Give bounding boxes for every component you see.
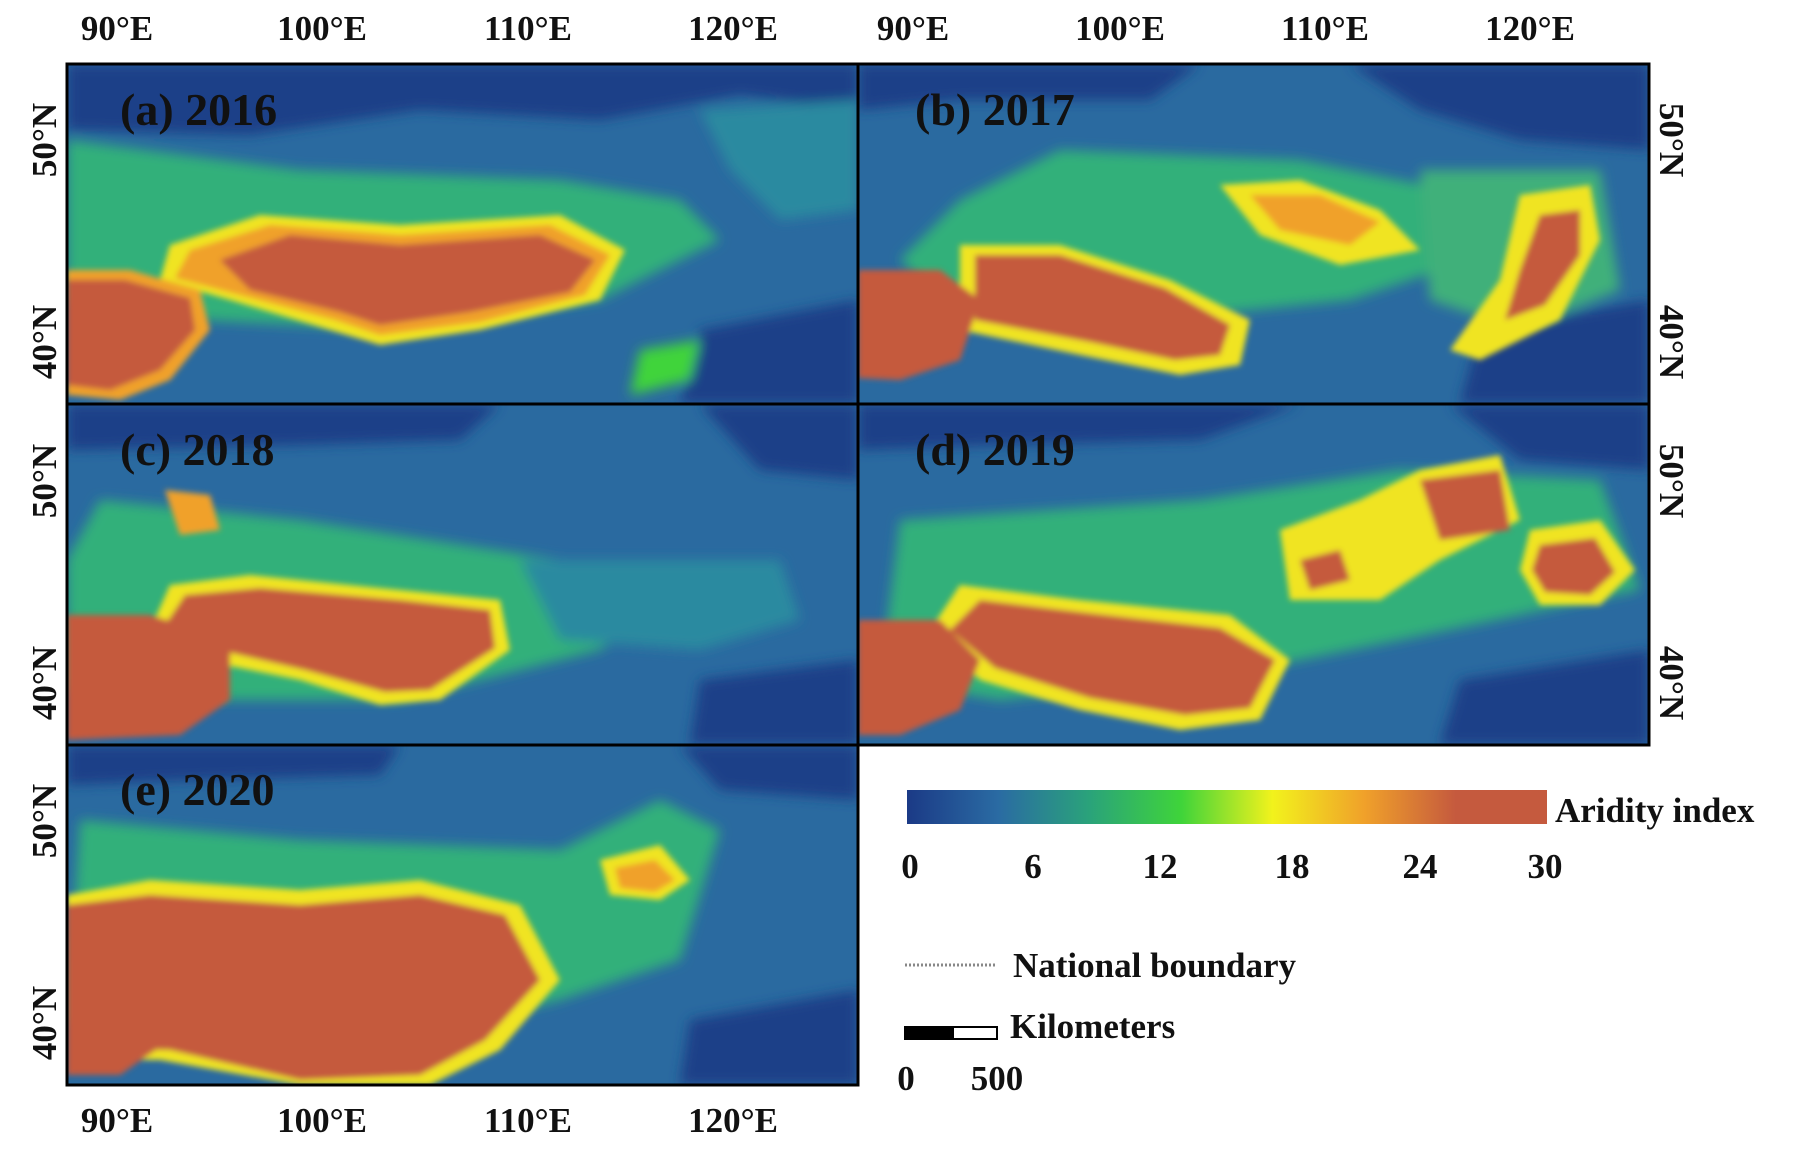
panel-c-title: (c) 2018: [120, 424, 275, 475]
colorbar-tick-6: 6: [1024, 847, 1042, 886]
lon-label-bottom-100: 100°E: [277, 1101, 367, 1140]
panel-d: (d) 2019: [856, 402, 1651, 747]
lat-label-right-b-50: 50°N: [1652, 103, 1691, 177]
panel-a-title: (a) 2016: [120, 84, 277, 135]
lat-labels-right: 50°N 40°N 50°N 40°N: [1652, 103, 1691, 720]
panel-c-raster: [67, 404, 858, 745]
lon-label-top-a-120: 120°E: [688, 9, 778, 48]
lon-label-top-b-90: 90°E: [877, 9, 949, 48]
panel-a-raster: [67, 64, 858, 404]
lon-label-top-a-90: 90°E: [81, 9, 153, 48]
colorbar: Aridity index 0 6 12 18 24 30: [901, 790, 1755, 886]
scale-bar-white-segment: [952, 1026, 998, 1040]
lon-label-bottom-90: 90°E: [81, 1101, 153, 1140]
colorbar-tick-18: 18: [1275, 847, 1310, 886]
panel-c: (c) 2018: [65, 402, 860, 747]
lat-label-left-a-40: 40°N: [25, 305, 64, 379]
scale-bar-tick-500: 500: [971, 1059, 1024, 1098]
boundary-legend: National boundary: [905, 946, 1296, 985]
panel-d-raster: [858, 404, 1649, 745]
panel-b-title: (b) 2017: [915, 84, 1075, 135]
colorbar-bar: [907, 790, 1547, 824]
lat-label-right-b-40: 40°N: [1652, 305, 1691, 379]
lon-label-top-b-100: 100°E: [1075, 9, 1165, 48]
colorbar-tick-12: 12: [1143, 847, 1178, 886]
lat-label-left-e-40: 40°N: [25, 986, 64, 1060]
scale-bar-tick-0: 0: [897, 1059, 915, 1098]
lat-label-left-c-40: 40°N: [25, 646, 64, 720]
colorbar-tick-0: 0: [901, 847, 919, 886]
panel-d-frame: [856, 402, 1651, 747]
panel-b: (b) 2017: [856, 62, 1651, 406]
lon-label-top-a-100: 100°E: [277, 9, 367, 48]
colorbar-title: Aridity index: [1555, 791, 1755, 830]
lon-label-bottom-110: 110°E: [484, 1101, 572, 1140]
lat-label-right-d-40: 40°N: [1652, 646, 1691, 720]
colorbar-tick-24: 24: [1403, 847, 1438, 886]
panel-d-title: (d) 2019: [915, 424, 1075, 475]
scale-bar-black-segment: [904, 1026, 954, 1040]
lon-label-top-b-110: 110°E: [1281, 9, 1369, 48]
boundary-legend-label: National boundary: [1013, 946, 1296, 985]
panel-e-frame: [65, 743, 860, 1087]
lat-label-left-e-50: 50°N: [25, 784, 64, 858]
lat-label-left-c-50: 50°N: [25, 444, 64, 518]
panel-b-raster: [858, 64, 1649, 404]
lat-labels-left: 50°N 40°N 50°N 40°N 50°N 40°N: [25, 103, 64, 1060]
lat-label-left-a-50: 50°N: [25, 103, 64, 177]
lon-labels-top: 90°E 100°E 110°E 120°E 90°E 100°E 110°E …: [81, 9, 1575, 48]
lon-label-bottom-120: 120°E: [688, 1101, 778, 1140]
scale-bar: Kilometers 0 500: [897, 1007, 1175, 1098]
lon-labels-bottom: 90°E 100°E 110°E 120°E: [81, 1101, 778, 1140]
panel-e: (e) 2020: [65, 743, 860, 1087]
colorbar-tick-30: 30: [1528, 847, 1563, 886]
lon-label-top-a-110: 110°E: [484, 9, 572, 48]
lon-label-top-b-120: 120°E: [1485, 9, 1575, 48]
panel-a: (a) 2016: [65, 62, 860, 406]
scale-bar-unit: Kilometers: [1010, 1007, 1175, 1046]
lat-label-right-d-50: 50°N: [1652, 444, 1691, 518]
panel-e-title: (e) 2020: [120, 764, 275, 815]
panel-e-raster: [67, 745, 858, 1085]
